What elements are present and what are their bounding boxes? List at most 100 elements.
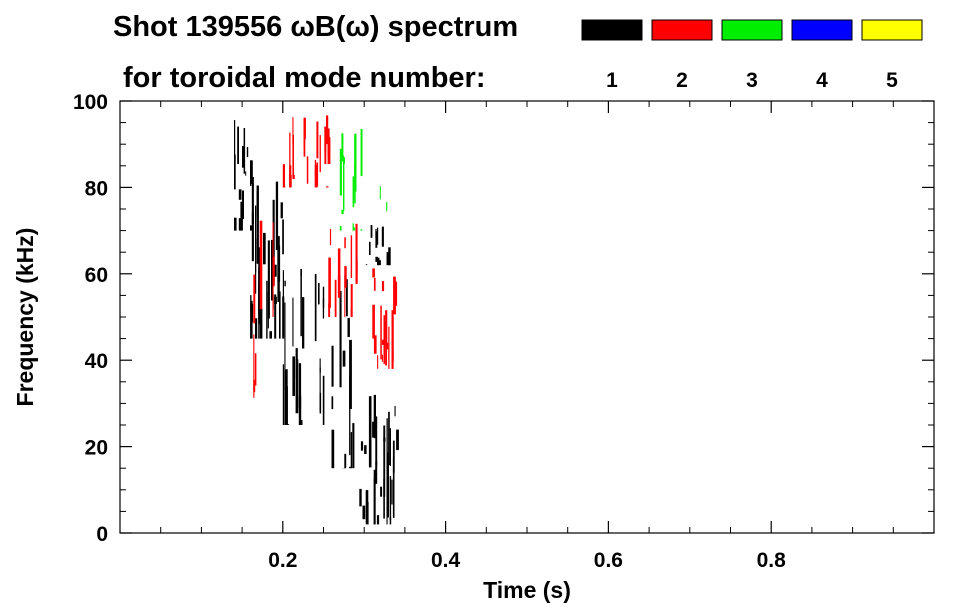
spectral-streak-mode-1 (375, 256, 379, 262)
spectral-streak-mode-1 (377, 227, 379, 245)
spectral-streak-mode-2 (372, 304, 375, 339)
spectral-streak-mode-1 (282, 270, 284, 317)
spectral-streak-mode-2 (393, 276, 396, 315)
spectral-streak-mode-1 (372, 421, 375, 438)
spectral-streak-mode-2 (289, 132, 291, 179)
spectral-streak-mode-1 (284, 280, 286, 287)
spectral-streak-mode-1 (274, 294, 277, 339)
spectral-streak-mode-1 (349, 466, 351, 469)
spectral-streak-mode-1 (282, 296, 285, 339)
spectral-streak-mode-2 (326, 117, 329, 123)
spectral-streak-mode-2 (372, 268, 375, 278)
spectral-streak-mode-1 (267, 240, 270, 319)
spectral-streak-mode-1 (350, 432, 353, 469)
spectral-streak-mode-3 (341, 209, 344, 215)
spectral-streak-mode-1 (396, 429, 399, 451)
spectral-streak-mode-3 (352, 176, 355, 208)
spectral-streak-mode-1 (365, 264, 368, 266)
legend-swatch-mode-5 (861, 19, 923, 41)
spectral-streak-mode-1 (242, 146, 245, 168)
spectral-streak-mode-1 (375, 231, 378, 248)
spectral-streak-mode-1 (238, 218, 241, 231)
legend-label-mode-2: 2 (676, 69, 688, 92)
spectral-streak-mode-1 (284, 369, 287, 425)
y-tick-label: 40 (85, 350, 108, 373)
legend-swatch-mode-1 (581, 19, 643, 41)
spectral-streak-mode-2 (385, 310, 388, 346)
spectral-streak-mode-3 (341, 155, 344, 162)
spectral-streak-mode-2 (328, 257, 331, 308)
spectral-streak-mode-3 (379, 186, 381, 200)
spectral-streak-mode-2 (381, 281, 385, 292)
spectral-streak-mode-1 (364, 445, 367, 454)
x-tick-label: 0.8 (757, 549, 787, 572)
chart-title-line2: for toroidal mode number: (123, 62, 486, 94)
spectral-streak-mode-1 (386, 512, 388, 525)
spectral-streak-mode-1 (359, 488, 362, 507)
spectral-streak-mode-2 (326, 186, 329, 188)
spectral-streak-mode-1 (245, 171, 247, 176)
spectral-streak-mode-2 (316, 121, 319, 159)
x-axis-ticks: 0.2 0.4 0.6 0.8 (268, 101, 786, 572)
spectral-streak-mode-3 (360, 129, 363, 177)
spectral-streak-mode-2 (319, 135, 321, 173)
spectral-streak-mode-1 (392, 457, 395, 518)
spectral-streak-mode-1 (352, 423, 355, 469)
spectral-streak-mode-2 (282, 164, 285, 188)
spectral-streak-mode-1 (280, 202, 283, 219)
spectral-streak-mode-1 (360, 441, 364, 451)
spectral-streak-mode-1 (238, 189, 242, 200)
y-tick-label: 20 (85, 437, 108, 460)
spectral-streak-mode-1 (377, 257, 380, 266)
spectral-streak-mode-1 (391, 479, 393, 505)
spectral-streak-mode-1 (322, 298, 325, 319)
spectral-streak-mode-1 (251, 212, 254, 224)
spectral-streak-mode-3 (339, 226, 342, 231)
spectral-streak-mode-1 (322, 286, 325, 308)
spectral-streak-mode-2 (253, 379, 256, 393)
spectral-streak-mode-1 (279, 291, 281, 339)
spectral-streak-mode-1 (318, 282, 320, 305)
spectral-streak-mode-2 (344, 266, 347, 288)
spectral-streak-mode-2 (329, 229, 332, 246)
spectral-streak-mode-1 (300, 420, 303, 425)
spectral-streak-mode-1 (282, 364, 285, 425)
spectral-streak-mode-2 (292, 117, 294, 144)
spectral-streak-mode-1 (300, 268, 302, 337)
spectral-streak-mode-2 (314, 165, 318, 188)
spectral-streak-mode-1 (373, 478, 376, 525)
spectral-streak-mode-1 (263, 232, 266, 265)
spectral-streak-mode-1 (369, 241, 371, 255)
spectral-streak-mode-2 (253, 334, 255, 398)
spectral-streak-mode-2 (373, 335, 377, 354)
spectral-streak-mode-1 (331, 396, 334, 410)
spectral-streak-mode-2 (344, 237, 346, 249)
spectral-streak-mode-2 (272, 256, 275, 287)
spectral-streak-mode-2 (350, 235, 353, 278)
spectral-streak-mode-1 (246, 147, 249, 158)
x-tick-label: 0.2 (268, 549, 297, 572)
spectral-streak-mode-1 (344, 453, 347, 469)
spectral-streak-mode-2 (337, 275, 341, 293)
spectral-streak-mode-1 (242, 190, 244, 219)
spectral-streak-mode-1 (362, 505, 366, 520)
spectral-streak-mode-1 (349, 339, 352, 409)
legend-label-mode-3: 3 (746, 69, 758, 92)
spectral-streak-mode-1 (256, 185, 259, 264)
chart-title-line1: Shot 139556 ωB(ω) spectrum (113, 11, 518, 43)
spectral-streak-mode-1 (240, 201, 243, 231)
legend-label-mode-1: 1 (606, 69, 618, 92)
spectral-streak-mode-2 (355, 223, 358, 274)
spectral-streak-mode-1 (282, 219, 284, 255)
spectral-streak-mode-2 (381, 339, 384, 345)
spectral-streak-mode-2 (373, 278, 376, 291)
spectral-streak-mode-2 (327, 137, 331, 164)
x-tick-label: 0.4 (431, 549, 461, 572)
spectral-streak-mode-1 (295, 348, 298, 379)
spectral-streak-mode-1 (295, 359, 299, 414)
spectral-streak-mode-2 (344, 274, 346, 317)
spectral-streak-mode-1 (386, 452, 389, 518)
spectral-streak-mode-2 (381, 354, 383, 362)
y-axis-label: Frequency (kHz) (12, 228, 38, 407)
